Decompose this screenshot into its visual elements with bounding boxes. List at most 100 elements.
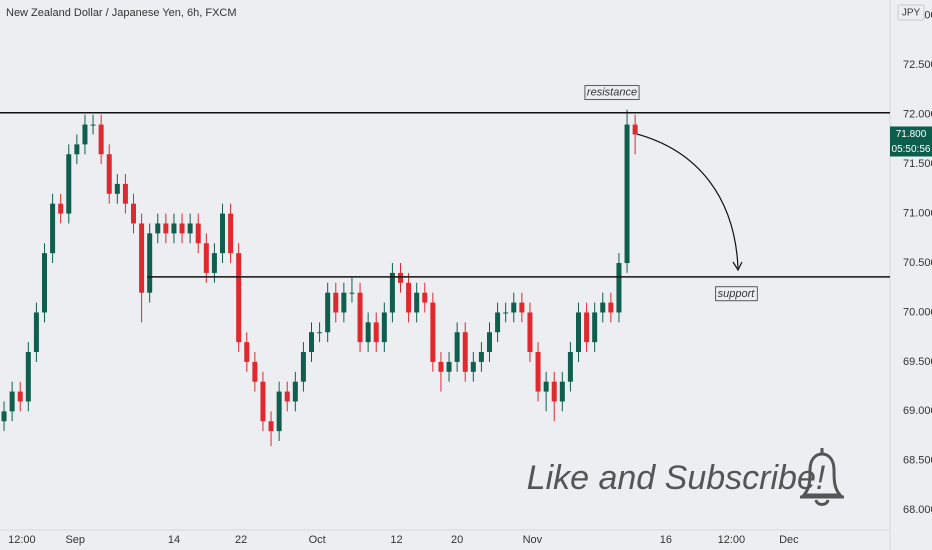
candle-body	[90, 124, 96, 126]
candle-body	[381, 312, 387, 343]
chart-title: New Zealand Dollar / Japanese Yen, 6h, F…	[6, 7, 237, 19]
candle-body	[462, 332, 468, 372]
bell-icon	[800, 448, 844, 506]
level-label: resistance	[587, 87, 637, 99]
x-tick-label: 12:00	[8, 534, 36, 546]
arrow-head	[732, 261, 743, 272]
candle-body	[576, 312, 581, 353]
candle-body	[559, 381, 565, 402]
candle-body	[495, 312, 501, 333]
countdown-box	[890, 141, 932, 157]
x-tick-label: 16	[660, 534, 672, 546]
candle-body	[106, 154, 112, 194]
candle-body	[373, 322, 379, 343]
x-tick-label: Nov	[523, 534, 543, 546]
candle-body	[341, 292, 347, 313]
y-tick-label: 72.500	[903, 59, 932, 71]
candle-body	[511, 302, 517, 313]
candle-body	[211, 253, 217, 273]
candle-body	[616, 263, 622, 313]
candle-body	[276, 391, 282, 432]
candle-body	[487, 332, 492, 353]
candle-body	[284, 391, 290, 402]
x-tick-label: 20	[451, 534, 463, 546]
candle-body	[535, 352, 541, 392]
candle-body	[389, 272, 395, 313]
candle-body	[179, 223, 185, 234]
candle-body	[357, 292, 363, 343]
candle-body	[98, 124, 104, 155]
candle-body	[9, 391, 15, 412]
x-tick-label: 22	[235, 534, 247, 546]
candle-body	[131, 203, 136, 224]
candle-body	[252, 361, 258, 382]
candle-body	[260, 381, 266, 422]
candle-body	[220, 213, 225, 254]
candle-body	[365, 322, 371, 343]
candle-body	[624, 124, 630, 264]
candles	[1, 109, 638, 446]
price-tag-label: 71.800	[896, 129, 927, 140]
candle-body	[519, 302, 525, 313]
candle-body	[268, 421, 274, 432]
candle-body	[203, 243, 209, 273]
candle-body	[446, 361, 452, 372]
candle-body	[567, 352, 573, 382]
candle-body	[171, 223, 177, 234]
candle-body	[454, 332, 460, 362]
candle-body	[82, 124, 88, 145]
candle-body	[543, 381, 549, 392]
candle-body	[430, 302, 436, 362]
candle-body	[309, 332, 314, 353]
level-label-box	[584, 85, 640, 101]
candle-body	[422, 292, 428, 303]
candle-body	[33, 312, 39, 353]
x-tick-label: 12:00	[718, 534, 746, 546]
candle-body	[592, 312, 598, 343]
level-label-box	[715, 286, 758, 302]
candle-body	[228, 213, 234, 254]
candle-body	[551, 381, 557, 402]
candle-body	[17, 391, 23, 402]
candle-body	[244, 342, 250, 362]
projection-arrow	[632, 132, 739, 269]
candle-body	[147, 233, 153, 293]
candle-body	[155, 223, 161, 234]
annotation: Like and Subscribe!	[527, 459, 826, 497]
y-tick-label: 71.500	[903, 158, 932, 170]
x-tick-label: Sep	[65, 534, 85, 546]
candle-body	[317, 332, 323, 334]
y-tick-label: 68.000	[903, 504, 932, 516]
candle-body	[438, 361, 444, 372]
candle-body	[195, 223, 201, 244]
candle-body	[349, 292, 355, 294]
x-tick-label: 12	[390, 534, 402, 546]
currency-box	[897, 4, 925, 21]
candle-body	[632, 124, 638, 135]
candle-body	[139, 223, 145, 293]
candle-body	[58, 203, 64, 214]
candle-body	[584, 312, 590, 343]
candle-body	[42, 253, 47, 313]
candle-body	[163, 223, 169, 234]
y-tick-label: 69.500	[903, 356, 932, 368]
x-tick-label: Dec	[779, 534, 799, 546]
candle-body	[527, 312, 533, 353]
candle-body	[414, 292, 420, 313]
currency-label: JPY	[902, 8, 921, 19]
candle-body	[122, 183, 128, 204]
candle-body	[503, 312, 509, 314]
candle-body	[406, 282, 412, 313]
level-label: support	[718, 288, 756, 300]
y-tick-label: 71.000	[903, 207, 932, 219]
candle-body	[333, 292, 339, 313]
candle-body	[608, 302, 614, 313]
y-tick-label: 70.500	[903, 257, 932, 269]
candle-body	[600, 302, 606, 313]
candle-body	[470, 361, 476, 372]
y-tick-label: 69.000	[903, 405, 932, 417]
candle-body	[398, 272, 403, 283]
candle-body	[25, 352, 31, 402]
x-tick-label: Oct	[309, 534, 326, 546]
